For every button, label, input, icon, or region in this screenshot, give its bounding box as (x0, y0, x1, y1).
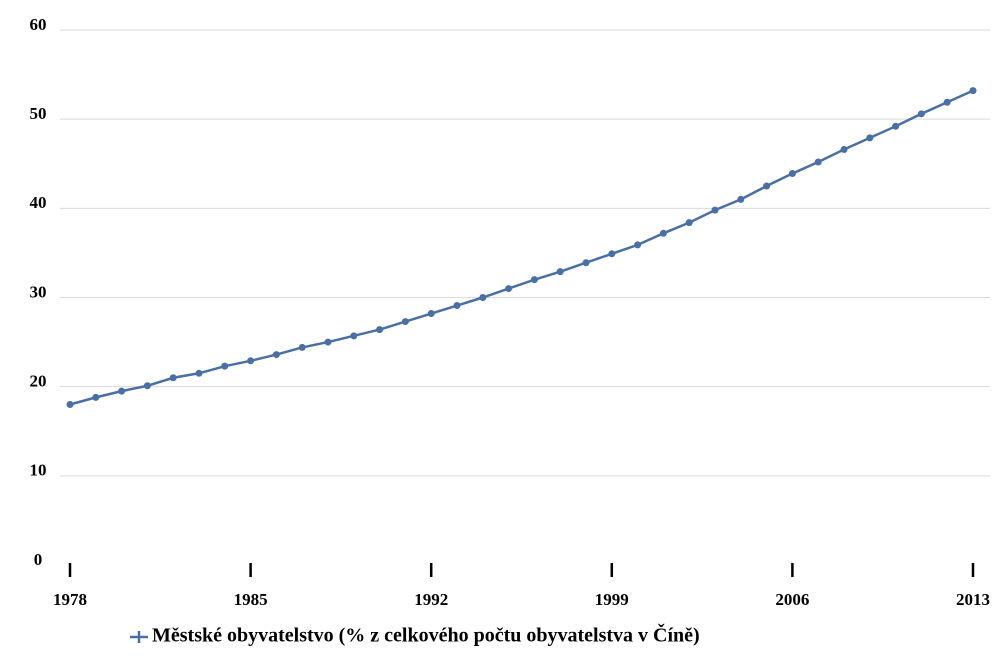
point (685, 219, 693, 227)
point (169, 374, 177, 382)
point (479, 294, 487, 301)
point (892, 122, 900, 130)
point (143, 382, 151, 390)
y-tick-label: 50 (30, 104, 47, 123)
point (814, 158, 822, 166)
point (118, 387, 126, 395)
point (324, 338, 332, 346)
point (943, 98, 951, 106)
legend-label: Městské obyvatelstvo (% z celkového počt… (152, 623, 700, 647)
x-tick-label: 2006 (775, 590, 809, 609)
y-tick-label: 40 (30, 193, 47, 212)
point (659, 229, 667, 237)
point (427, 310, 435, 318)
point (840, 145, 848, 153)
point (92, 393, 100, 401)
series-line (69, 89, 974, 406)
y-tick-label: 0 (34, 550, 43, 569)
y-tick-label: 10 (30, 461, 47, 480)
point (866, 134, 874, 142)
point (298, 343, 306, 351)
x-tick-label: 2013 (956, 590, 990, 609)
x-tick-label: 1978 (53, 590, 87, 609)
x-tick-label: 1985 (234, 590, 268, 609)
point (582, 259, 590, 267)
point (530, 276, 538, 284)
point (401, 318, 409, 326)
y-tick-label: 30 (30, 282, 47, 301)
point (66, 401, 74, 408)
point (737, 195, 745, 203)
point (247, 357, 255, 365)
point (505, 285, 513, 293)
point (453, 302, 461, 310)
point (917, 110, 925, 118)
point (634, 241, 642, 249)
x-tick-label: 1999 (595, 590, 629, 609)
point (788, 170, 796, 178)
point (221, 362, 229, 370)
point (711, 206, 719, 214)
point (272, 351, 280, 359)
point (556, 268, 564, 276)
point (195, 369, 203, 377)
y-tick-label: 60 (30, 15, 47, 34)
y-tick-label: 20 (30, 372, 47, 391)
point (763, 182, 771, 190)
point (350, 332, 358, 340)
point (608, 250, 616, 258)
x-tick-label: 1992 (414, 590, 448, 609)
point (969, 87, 977, 95)
point (376, 326, 384, 334)
